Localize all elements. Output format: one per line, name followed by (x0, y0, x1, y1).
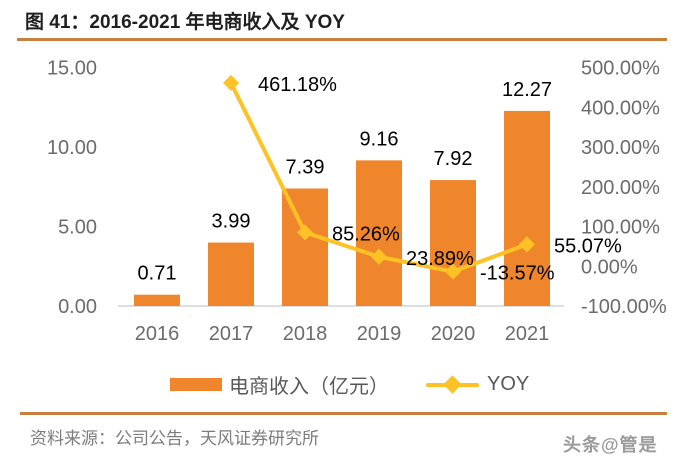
footer-rule (20, 412, 667, 415)
diamond-marker-icon (519, 236, 535, 253)
left-axis-tick: 5.00 (58, 217, 97, 239)
legend-label-yoy: YOY (487, 373, 530, 395)
bar-2020 (430, 180, 476, 306)
diamond-marker-icon (223, 74, 239, 91)
bar-value-label: 0.71 (138, 263, 177, 285)
bar-value-label: 7.39 (286, 156, 325, 178)
bar-value-label: 3.99 (212, 211, 251, 233)
x-axis-label: 2017 (209, 323, 254, 345)
diamond-marker-icon (297, 224, 313, 241)
right-axis-tick: 500.00% (581, 58, 660, 80)
figure-title: 图 41：2016-2021 年电商收入及 YOY (25, 12, 345, 33)
bar-value-label: 12.27 (502, 79, 552, 101)
chart-legend: 电商收入（亿元） YOY (170, 370, 529, 399)
right-axis-tick: 0.00% (581, 256, 638, 278)
right-axis-tick: 300.00% (581, 137, 660, 159)
bar-value-label: 7.92 (434, 148, 473, 170)
x-axis-label: 2018 (283, 323, 328, 345)
line-diamond-swatch-icon (426, 375, 479, 394)
watermark-text: 头条@管是 (563, 435, 658, 455)
yoy-value-label: 85.26% (332, 223, 400, 245)
title-underline-rule (17, 38, 667, 41)
legend-label-revenue: 电商收入（亿元） (229, 376, 389, 398)
x-axis-label: 2021 (505, 323, 550, 345)
x-axis-label: 2019 (357, 323, 402, 345)
x-axis-label: 2016 (135, 323, 180, 345)
yoy-value-label: 461.18% (258, 74, 337, 96)
bar-2021 (504, 110, 550, 306)
left-axis-tick: 10.00 (47, 137, 97, 159)
yoy-value-label: 23.89% (406, 248, 474, 270)
left-axis-tick: 15.00 (47, 58, 97, 80)
bar-2019 (356, 160, 402, 306)
bar-value-label: 9.16 (360, 128, 399, 150)
legend-item-yoy: YOY (426, 373, 529, 396)
yoy-value-label: 55.07% (554, 235, 622, 257)
bar-2016 (134, 294, 180, 306)
source-note: 资料来源：公司公告，天风证券研究所 (30, 429, 319, 448)
right-axis-tick: -100.00% (581, 296, 667, 318)
left-axis-tick: 0.00 (58, 296, 97, 318)
right-axis-tick: 100.00% (581, 217, 660, 239)
diamond-marker-icon (445, 263, 461, 280)
bar-swatch-icon (170, 378, 222, 391)
right-axis-tick: 200.00% (581, 177, 660, 199)
x-axis-label: 2020 (431, 323, 476, 345)
legend-item-revenue: 电商收入（亿元） (170, 370, 389, 399)
bar-2018 (282, 188, 328, 306)
yoy-value-label: -13.57% (480, 263, 555, 285)
right-axis-tick: 400.00% (581, 97, 660, 119)
bar-2017 (208, 242, 254, 306)
diamond-marker-icon (371, 248, 387, 265)
